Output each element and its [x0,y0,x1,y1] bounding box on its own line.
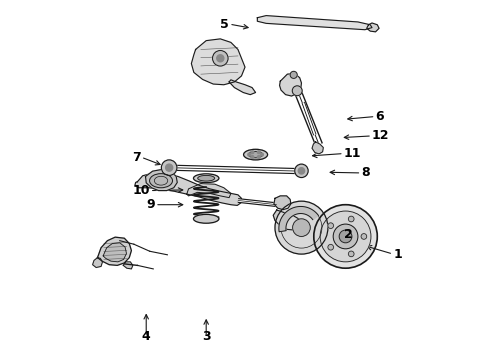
Polygon shape [135,173,242,206]
Circle shape [257,156,260,158]
Text: 11: 11 [344,147,361,160]
Circle shape [213,50,228,66]
Circle shape [328,244,334,250]
Polygon shape [187,184,231,198]
Polygon shape [123,262,133,269]
Circle shape [328,223,334,229]
Circle shape [161,160,177,175]
Text: 2: 2 [344,228,352,241]
Circle shape [293,219,310,237]
Text: 6: 6 [375,110,384,123]
Circle shape [361,234,367,239]
Text: 9: 9 [147,198,155,211]
Circle shape [295,164,308,177]
Circle shape [348,216,354,222]
Text: 5: 5 [220,18,229,31]
Polygon shape [274,196,291,210]
Circle shape [217,55,224,62]
Text: 10: 10 [132,184,150,197]
Ellipse shape [194,174,219,183]
Polygon shape [146,170,177,190]
Ellipse shape [149,174,172,188]
Ellipse shape [198,175,215,181]
Circle shape [248,153,251,156]
Circle shape [275,201,328,254]
Circle shape [251,156,254,158]
Circle shape [339,230,352,243]
Text: 8: 8 [362,166,370,179]
Circle shape [348,251,354,257]
Circle shape [320,211,371,262]
Polygon shape [192,39,245,85]
Circle shape [261,153,263,156]
Polygon shape [93,258,102,267]
Circle shape [251,151,254,154]
Polygon shape [257,15,372,30]
Polygon shape [103,243,126,262]
Ellipse shape [194,215,219,223]
Text: 12: 12 [372,129,390,143]
Polygon shape [279,207,319,232]
Ellipse shape [248,152,263,158]
Text: 4: 4 [142,330,150,343]
Polygon shape [367,23,379,32]
Polygon shape [280,73,301,96]
Polygon shape [229,80,256,95]
Circle shape [292,86,302,96]
Text: 3: 3 [202,330,211,343]
Polygon shape [273,210,301,230]
Circle shape [257,151,260,154]
Text: 7: 7 [132,150,141,163]
Circle shape [290,71,297,78]
Polygon shape [312,142,323,154]
Text: 1: 1 [393,248,402,261]
Circle shape [314,205,377,268]
Circle shape [166,164,172,171]
Polygon shape [98,237,131,265]
Circle shape [298,168,305,174]
Ellipse shape [244,149,268,160]
Circle shape [333,224,358,249]
